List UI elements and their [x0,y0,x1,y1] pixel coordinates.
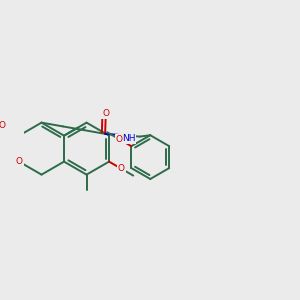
Text: O: O [0,122,6,130]
Text: O: O [16,157,22,166]
Text: O: O [118,164,125,173]
Text: O: O [116,135,122,144]
Text: NH: NH [122,134,136,143]
Text: O: O [102,109,109,118]
